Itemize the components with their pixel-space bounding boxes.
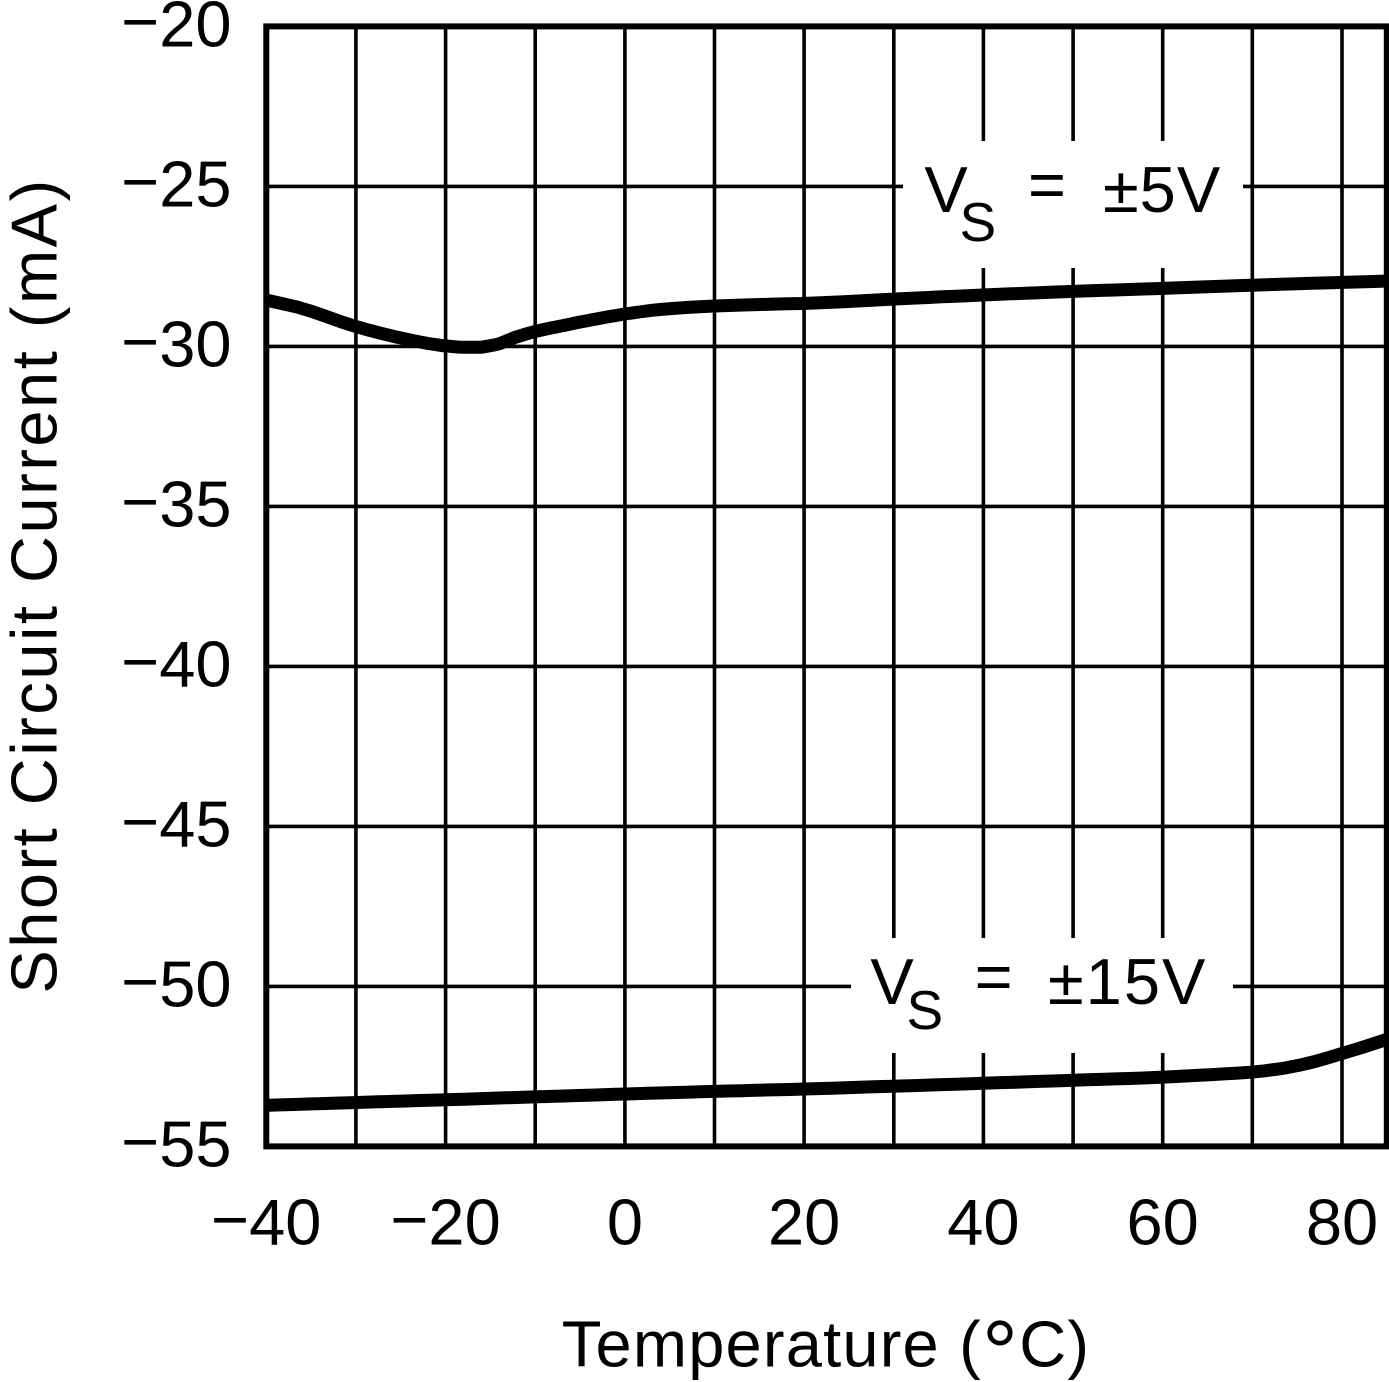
svg-text:=: = [1028, 148, 1066, 221]
svg-text:80: 80 [1306, 1186, 1378, 1259]
svg-text:±15V: ±15V [1048, 945, 1207, 1018]
svg-text:−50: −50 [121, 945, 231, 1021]
svg-text:−35: −35 [121, 465, 231, 541]
svg-text:−55: −55 [121, 1105, 231, 1181]
svg-text:−20: −20 [121, 0, 231, 61]
svg-text:V: V [870, 945, 914, 1018]
svg-text:20: 20 [768, 1186, 840, 1259]
svg-text:60: 60 [1127, 1186, 1199, 1259]
svg-text:0: 0 [607, 1186, 643, 1259]
svg-text:=: = [975, 940, 1013, 1013]
svg-text:−40: −40 [211, 1183, 321, 1259]
svg-text:S: S [907, 979, 944, 1041]
svg-text:40: 40 [947, 1186, 1019, 1259]
svg-text:−40: −40 [121, 625, 231, 701]
svg-text:−30: −30 [121, 305, 231, 381]
svg-text:Short Circuit Current (mA): Short Circuit Current (mA) [0, 177, 71, 993]
svg-text:V: V [924, 153, 968, 226]
svg-text:±5V: ±5V [1103, 153, 1221, 226]
svg-text:−20: −20 [390, 1183, 500, 1259]
svg-text:−25: −25 [121, 145, 231, 221]
svg-text:S: S [960, 191, 997, 253]
svg-text:−45: −45 [121, 785, 231, 861]
svg-text:Temperature (°C): Temperature (°C) [562, 1304, 1090, 1382]
